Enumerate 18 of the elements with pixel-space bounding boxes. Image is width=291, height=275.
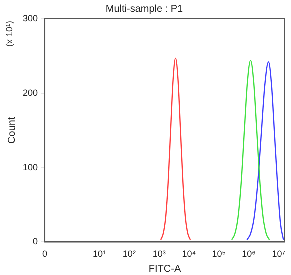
x-tick-label: 10⁷ — [272, 249, 286, 260]
x-tick-label: 10⁴ — [182, 249, 196, 260]
line-series — [246, 62, 284, 241]
x-tick-label: 10¹ — [93, 249, 106, 260]
y-axis-title: Count — [6, 117, 18, 144]
y-tick-label: 0 — [33, 236, 38, 247]
x-tick-label: 10⁵ — [212, 249, 226, 260]
y-tick-label: 200 — [22, 88, 38, 98]
chart-title: Multi-sample : P1 — [106, 4, 184, 15]
x-tick-label: 10⁶ — [242, 249, 256, 260]
x-tick-label: 10² — [122, 249, 136, 260]
text: (x 10¹) — [4, 21, 14, 48]
y-tick-label: 100 — [22, 162, 38, 172]
y-tick-label: 300 — [22, 13, 38, 24]
x-tick-label: 0 — [42, 249, 48, 260]
x-axis-title: FITC-A — [148, 264, 182, 275]
x-tick-label: 10³ — [152, 249, 166, 260]
line-series — [231, 60, 270, 241]
